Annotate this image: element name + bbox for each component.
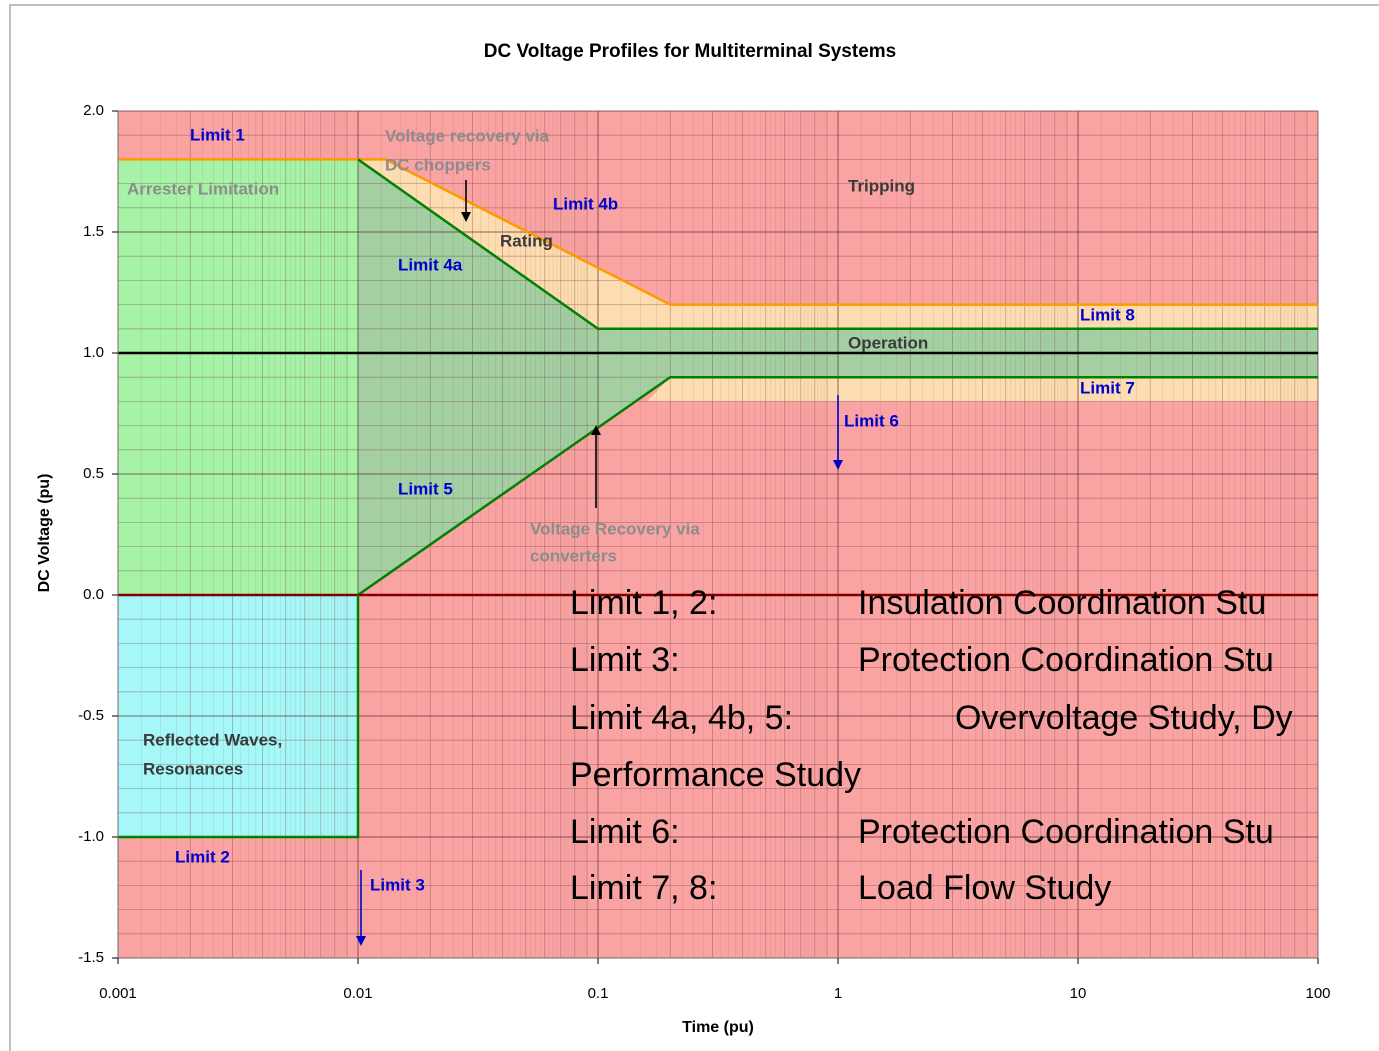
x-tick-label: 1 xyxy=(834,985,842,1002)
region xyxy=(118,159,358,595)
note-text: Limit 7, 8: xyxy=(570,869,717,907)
note-text: Insulation Coordination Stu xyxy=(858,584,1266,622)
annotation: Rating xyxy=(500,231,553,250)
annotation: Limit 5 xyxy=(398,479,453,498)
note-text: Performance Study xyxy=(570,756,861,794)
annotation: Limit 3 xyxy=(370,875,425,894)
y-tick-label: -1.0 xyxy=(78,828,104,845)
y-tick-label: 0.5 xyxy=(83,465,104,482)
plot-area xyxy=(117,110,1319,959)
y-tick-label: 0.0 xyxy=(83,586,104,603)
x-tick-label: 0.1 xyxy=(588,985,609,1002)
annotation: Voltage recovery via xyxy=(385,126,550,145)
y-axis-label: DC Voltage (pu) xyxy=(36,474,53,593)
annotation: Limit 4a xyxy=(398,255,463,274)
note-text: Limit 6: xyxy=(570,813,680,851)
annotation: Limit 4b xyxy=(553,194,618,213)
annotation: Limit 6 xyxy=(844,411,899,430)
annotation: DC choppers xyxy=(385,155,491,174)
note-text: Limit 4a, 4b, 5: xyxy=(570,699,793,737)
annotation: Operation xyxy=(848,333,928,352)
annotation: Limit 7 xyxy=(1080,378,1135,397)
annotation: Reflected Waves, xyxy=(143,730,282,749)
x-axis-label: Time (pu) xyxy=(682,1019,754,1036)
annotation: Limit 8 xyxy=(1080,305,1135,324)
limit-line xyxy=(118,158,1318,306)
note-text: Load Flow Study xyxy=(858,869,1111,907)
region xyxy=(646,377,1318,402)
y-tick-label: 1.5 xyxy=(83,223,104,240)
limit-line xyxy=(357,158,1318,331)
annotation: converters xyxy=(530,546,617,565)
annotation: Arrester Limitation xyxy=(127,179,279,198)
y-tick-label: 1.0 xyxy=(83,344,104,361)
note-text: Overvoltage Study, Dy xyxy=(955,699,1293,737)
note-text: Protection Coordination Stu xyxy=(858,813,1274,851)
limit-line xyxy=(118,595,360,839)
annotation: Limit 2 xyxy=(175,847,230,866)
note-text: Limit 3: xyxy=(570,641,680,679)
annotation: Voltage Recovery via xyxy=(530,519,700,538)
limit-line xyxy=(357,375,1318,597)
x-tick-label: 100 xyxy=(1305,985,1330,1002)
annotation: Resonances xyxy=(143,759,243,778)
annotation: Limit 1 xyxy=(190,125,245,144)
chart-title: DC Voltage Profiles for Multiterminal Sy… xyxy=(484,41,896,62)
y-tick-label: -1.5 xyxy=(78,949,104,966)
y-tick-label: 2.0 xyxy=(83,102,104,119)
arrow-head xyxy=(461,212,471,222)
x-tick-label: 10 xyxy=(1070,985,1087,1002)
arrow-head xyxy=(591,425,601,435)
x-tick-label: 0.01 xyxy=(343,985,372,1002)
arrow-head xyxy=(833,460,843,470)
note-text: Limit 1, 2: xyxy=(570,584,717,622)
annotation: Tripping xyxy=(848,176,915,195)
y-tick-label: -0.5 xyxy=(78,707,104,724)
arrow-head xyxy=(356,936,366,946)
x-tick-label: 0.001 xyxy=(99,985,137,1002)
note-text: Protection Coordination Stu xyxy=(858,641,1274,679)
